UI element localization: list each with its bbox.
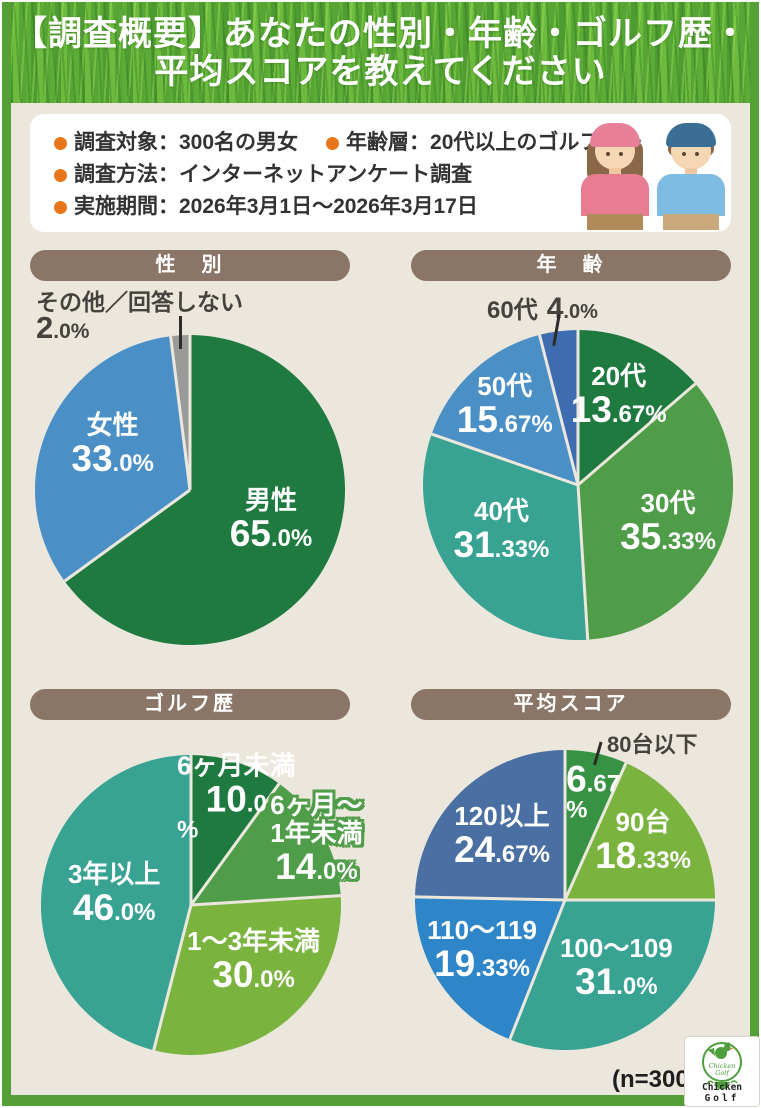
- logo-script-text: Chicken Golf: [708, 1062, 736, 1078]
- chart-title-gender: 性 別: [30, 250, 350, 281]
- slice-label: 50代 15.67%: [456, 370, 553, 440]
- info-item-label: 年齢層：20代以上のゴルファー: [346, 131, 643, 154]
- man-eyes: [682, 152, 686, 156]
- info-row-2: 調査方法：インターネットアンケート調査: [54, 159, 642, 191]
- man-golfer-figure: [655, 118, 727, 230]
- woman-neck: [609, 168, 621, 176]
- slice-label: 1〜3年未満 30.0%: [187, 925, 321, 995]
- man-neck: [685, 168, 697, 176]
- info-item-label: 調査対象：300名の男女: [74, 131, 299, 154]
- info-item-age-range: 年齢層：20代以上のゴルファー: [326, 127, 642, 159]
- age-60s-name: 60代: [487, 297, 538, 324]
- pie-chart-experience: 6ヶ月未満 10.0% 6ヶ月〜 1年未満 14.0% 1〜3年未満 30.0% 3年以上 46…: [41, 751, 363, 1055]
- info-item-method: 調査方法：インターネットアンケート調査: [54, 159, 472, 191]
- bullet-icon: [54, 168, 67, 182]
- survey-info-list: 調査対象：300名の男女 年齢層：20代以上のゴルファー 調査方法：インターネッ…: [54, 127, 642, 223]
- slice-label: 90台 18.33%: [595, 807, 691, 877]
- score-under80-label: 80台以下: [607, 732, 698, 757]
- logo-graphic: [702, 1042, 742, 1089]
- chart-title-age: 年 齢: [411, 250, 731, 281]
- woman-eyes: [606, 152, 610, 156]
- survey-title-line1: 【調査概要】あなたの性別・年齢・ゴルフ歴・: [13, 15, 748, 53]
- chart-title-score: 平均スコア: [411, 689, 731, 720]
- info-row-1: 調査対象：300名の男女 年齢層：20代以上のゴルファー: [54, 127, 642, 159]
- slice-label: 6ヶ月未満 10.0%: [176, 750, 296, 844]
- gender-other-label: その他／回答しない 2.0%: [36, 289, 243, 345]
- age-60s-value: 4.0%: [546, 292, 598, 325]
- pie-chart-gender: 男性 65.0% 女性 33.0%: [35, 335, 345, 645]
- info-item-label: 調査方法：インターネットアンケート調査: [74, 163, 473, 186]
- pie-chart-age: 20代 13.67% 30代 35.33% 40代 31.33% 50代 15.67%: [423, 330, 733, 640]
- info-row-3: 実施期間：2026年3月1日〜2026年3月17日: [54, 191, 642, 223]
- frame-right: [750, 2, 759, 1106]
- woman-golfer-figure: [579, 118, 651, 230]
- bullet-icon: [326, 136, 340, 150]
- man-cap: [666, 123, 716, 147]
- bullet-icon: [54, 136, 67, 150]
- slice-label: 30代 35.33%: [620, 487, 716, 557]
- woman-pants: [587, 214, 643, 230]
- info-item-label: 実施期間：2026年3月1日〜2026年3月17日: [74, 195, 478, 218]
- chicken-golf-logo: Chicken Golf Chicken Golf: [684, 1036, 760, 1107]
- slice-label: 110〜119 19.33%: [427, 914, 537, 984]
- gender-other-leader-line: [179, 316, 182, 349]
- frame-bottom: [2, 1095, 759, 1106]
- slice-label: 120以上 24.67%: [454, 800, 550, 870]
- man-pants: [663, 214, 719, 230]
- age-60s-label: 60代 4.0%: [487, 290, 598, 326]
- slice-label: 100〜109 31.0%: [559, 933, 673, 1003]
- golfers-illustration: [575, 118, 727, 230]
- pie-chart-score: 6.67% 90台 18.33% 100〜109 31.0% 110〜119 19.33% 1…: [415, 750, 715, 1050]
- chart-title-experience: ゴルフ歴: [30, 689, 350, 720]
- survey-title: 【調査概要】あなたの性別・年齢・ゴルフ歴・ 平均スコアを教えてください: [2, 2, 759, 91]
- info-item-target: 調査対象：300名の男女: [54, 127, 298, 159]
- bullet-icon: [54, 200, 67, 214]
- slice-label: 20代 13.67%: [570, 361, 667, 431]
- gender-other-name: その他／回答しない: [36, 289, 243, 315]
- info-item-period: 実施期間：2026年3月1日〜2026年3月17日: [54, 191, 478, 223]
- survey-title-line2: 平均スコアを教えてください: [154, 53, 607, 91]
- slice-label: 6.67%: [566, 759, 621, 824]
- man-shirt: [657, 174, 725, 216]
- slice-label: 女性 33.0%: [71, 410, 154, 480]
- page-header: 【調査概要】あなたの性別・年齢・ゴルフ歴・ 平均スコアを教えてください: [2, 2, 759, 103]
- logo-wordmark: Chicken Golf: [701, 1082, 743, 1104]
- slice-label: 男性 65.0%: [229, 484, 313, 554]
- frame-left: [2, 2, 11, 1106]
- slice-label: 6ヶ月〜 1年未満 14.0%: [270, 789, 363, 887]
- survey-info-box: 調査対象：300名の男女 年齢層：20代以上のゴルファー 調査方法：インターネッ…: [30, 114, 731, 232]
- gender-other-value: 2.0%: [36, 310, 90, 345]
- woman-shirt: [581, 174, 649, 216]
- slice-label: 40代 31.33%: [453, 496, 550, 566]
- woman-cap: [590, 123, 640, 147]
- slice-label: 3年以上 46.0%: [67, 859, 161, 929]
- sample-size-note: (n=300): [612, 1066, 697, 1093]
